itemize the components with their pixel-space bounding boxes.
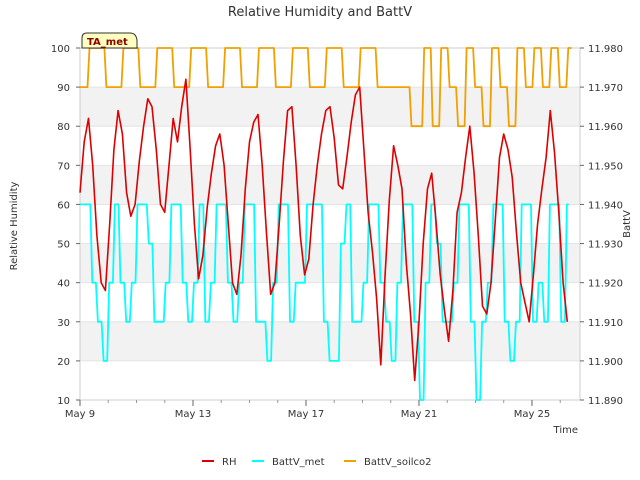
y2-tick-label: 11.920 [588,279,623,290]
y2-tick-label: 11.960 [588,122,623,133]
legend-label: BattV_soilco2 [364,457,432,468]
y2-tick-label: 11.930 [588,240,623,251]
station-label-box: TA_met [81,32,138,49]
background-band [80,243,580,283]
x-tick-label: May 9 [65,409,95,420]
legend: RH BattV_met BattV_soilco2 [202,457,432,468]
background-band [80,165,580,205]
y-tick-label: 100 [51,44,70,55]
series-line-battv-soilco2 [80,47,572,128]
station-label: TA_met [87,37,128,48]
y-axis-right: 11.890 11.900 11.910 11.920 11.930 11.940 11.9… [580,44,623,407]
y-axis-left: 10 20 30 40 50 60 70 80 90 100 [51,44,80,407]
y-tick-label: 30 [57,318,70,329]
y2-tick-label: 11.980 [588,44,623,55]
y-tick-label: 20 [57,357,70,368]
y-tick-label: 80 [57,122,70,133]
x-tick-label: May 25 [514,409,551,420]
legend-label: RH [222,457,236,468]
series-lines [79,47,572,401]
plot-background-bands [80,87,580,361]
y2-tick-label: 11.950 [588,161,623,172]
y-tick-label: 70 [57,161,70,172]
y-tick-label: 90 [57,83,70,94]
y2-tick-label: 11.910 [588,318,623,329]
series-line-battv-met [80,203,569,401]
legend-label: BattV_met [272,457,325,468]
series-line-rh [79,78,569,382]
y2-axis-label: BattV [622,210,633,238]
y-axis-label: Relative Humidity [9,182,20,271]
y-tick-label: 60 [57,200,70,211]
y2-tick-label: 11.940 [588,200,623,211]
y-tick-label: 50 [57,240,70,251]
y2-tick-label: 11.890 [588,396,623,407]
x-tick-label: May 13 [175,409,212,420]
x-tick-label: May 17 [288,409,325,420]
x-axis-label: Time [553,425,578,436]
x-tick-label: May 21 [401,409,438,420]
y-tick-label: 40 [57,279,70,290]
y-tick-label: 10 [57,396,70,407]
x-axis: May 9 May 13 May 17 May 21 May 25 [65,400,561,420]
y2-tick-label: 11.900 [588,357,623,368]
chart-title: Relative Humidity and BattV [228,5,412,20]
y2-tick-label: 11.970 [588,83,623,94]
